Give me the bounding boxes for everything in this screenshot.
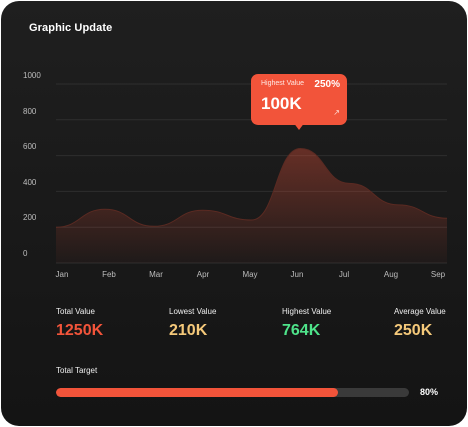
y-tick-label: 600 (23, 142, 37, 151)
x-tick-label: Mar (149, 270, 163, 279)
stat-value: 210K (169, 322, 208, 339)
x-tick-label: Sep (430, 270, 446, 279)
stat-value: 764K (282, 322, 321, 339)
stat-value: 250K (394, 322, 433, 339)
x-tick-label: Jul (338, 270, 350, 279)
stat-average-value: Average Value 250K (394, 307, 446, 340)
tooltip-percent: 250% (314, 79, 340, 90)
y-tick-label: 200 (23, 213, 37, 222)
stat-label: Total Value (56, 307, 95, 316)
x-tick-label: May (242, 270, 258, 279)
arrow-up-right-icon: ↗ (333, 108, 340, 117)
card-title: Graphic Update (29, 22, 113, 34)
target-progress-bar (56, 388, 409, 397)
stat-label: Lowest Value (169, 307, 217, 316)
target-progress-fill (56, 388, 339, 397)
y-tick-label: 0 (23, 249, 28, 258)
stat-value: 1250K (56, 322, 104, 339)
area-chart (55, 83, 448, 264)
x-tick-label: Aug (383, 270, 399, 279)
tooltip-pointer (293, 122, 305, 130)
y-tick-label: 800 (23, 107, 37, 116)
tooltip-label: Highest Value (261, 80, 305, 87)
series-line (55, 147, 448, 228)
y-tick-label: 1000 (23, 71, 41, 80)
total-target-label: Total Target (56, 366, 98, 375)
target-percent: 80% (420, 387, 439, 397)
stat-highest-value: Highest Value 764K (282, 307, 331, 340)
y-tick-label: 400 (23, 178, 37, 187)
tooltip-value: 100K (261, 94, 302, 113)
stat-label: Average Value (394, 307, 446, 316)
x-tick-label: Feb (102, 270, 116, 279)
stat-label: Highest Value (282, 307, 332, 316)
highest-value-tooltip: Highest Value 250% 100K ↗ (251, 74, 347, 125)
x-tick-label: Jun (290, 270, 304, 279)
x-tick-label: Apr (196, 270, 210, 279)
stat-lowest-value: Lowest Value 210K (169, 307, 216, 340)
x-tick-label: Jan (55, 270, 69, 279)
stat-total-value: Total Value 1250K (56, 307, 103, 340)
series-area (56, 148, 447, 263)
